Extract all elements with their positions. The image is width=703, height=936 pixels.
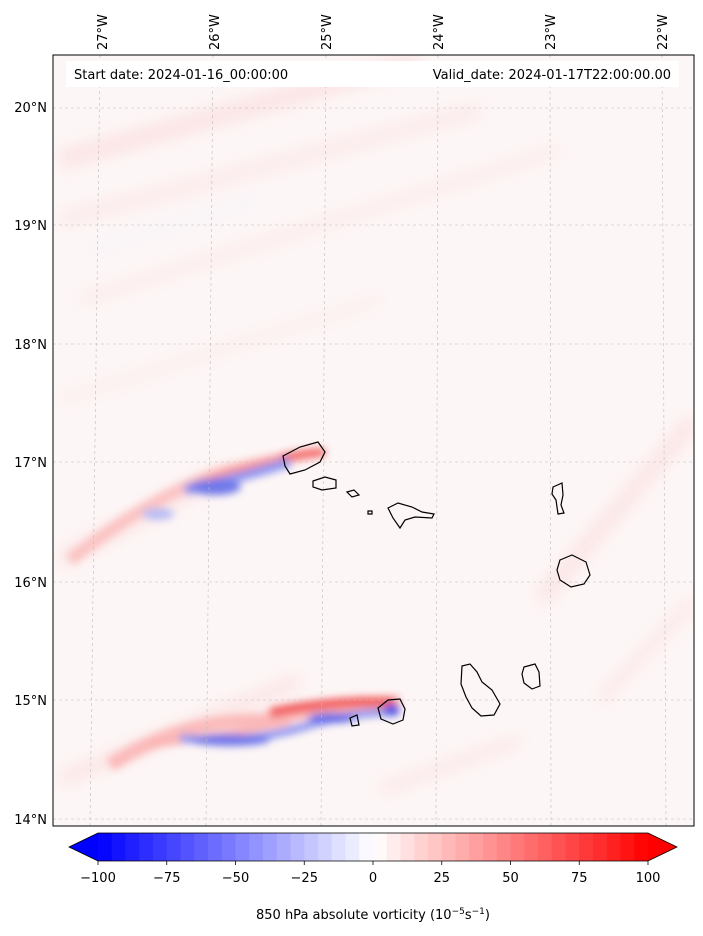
start-date-label: Start date: 2024-01-16_00:00:00	[74, 68, 288, 83]
lat-label: 16°N	[14, 576, 47, 591]
colorbar-segment	[263, 833, 278, 861]
colorbar-segment	[249, 833, 264, 861]
cbar-tick: 75	[571, 871, 588, 886]
colorbar-segment	[153, 833, 168, 861]
islet	[367, 510, 373, 515]
colorbar-segment	[579, 833, 594, 861]
cbar-tick: −25	[291, 871, 318, 886]
colorbar-extend-low	[69, 833, 98, 861]
lat-label: 14°N	[14, 813, 47, 828]
colorbar-label: 850 hPa absolute vorticity (10−5s−1)	[256, 907, 490, 923]
lat-label: 18°N	[14, 338, 47, 353]
colorbar-segment	[496, 833, 511, 861]
colorbar-tick-marks	[97, 861, 649, 865]
colorbar-segment	[166, 833, 181, 861]
colorbar-segment	[428, 833, 443, 861]
colorbar-segment	[98, 833, 113, 861]
colorbar-segment	[276, 833, 291, 861]
cbar-tick: 50	[502, 871, 519, 886]
lat-label: 15°N	[14, 694, 47, 709]
colorbar-segment	[538, 833, 553, 861]
colorbar-segment	[318, 833, 333, 861]
colorbar-segment	[524, 833, 539, 861]
lon-label: 27°W	[96, 14, 111, 50]
colorbar-segment	[304, 833, 319, 861]
cbar-tick: −100	[80, 871, 116, 886]
lon-label: 22°W	[656, 14, 671, 50]
colorbar-segment	[180, 833, 195, 861]
island-sao-nicolau	[387, 502, 435, 530]
colorbar-segment	[359, 833, 374, 861]
island-santo-antao	[282, 441, 326, 475]
island-sao-vicente	[312, 476, 337, 491]
colorbar-segment	[125, 833, 140, 861]
lon-label: 25°W	[320, 14, 335, 50]
island-maio	[521, 663, 541, 690]
colorbar-segment	[373, 833, 388, 861]
island-brava	[349, 714, 360, 727]
colorbar-segment	[510, 833, 525, 861]
colorbar-extend-high	[648, 833, 677, 861]
lon-label: 23°W	[544, 14, 559, 50]
latitude-labels: 20°N 19°N 18°N 17°N 16°N 15°N 14°N	[14, 101, 47, 828]
colorbar-segment	[620, 833, 635, 861]
colorbar-segment	[111, 833, 126, 861]
longitude-labels: 27°W 26°W 25°W 24°W 23°W 22°W	[96, 14, 671, 50]
colorbar-segment	[483, 833, 498, 861]
lat-label: 19°N	[14, 219, 47, 234]
info-box	[66, 61, 679, 87]
map-frame	[52, 54, 695, 827]
colorbar-segment	[634, 833, 649, 861]
vorticity-field	[53, 55, 694, 826]
lat-label: 17°N	[14, 456, 47, 471]
cbar-tick: 25	[433, 871, 450, 886]
colorbar-tick-labels: −100 −75 −50 −25 0 25 50 75 100	[80, 871, 660, 886]
colorbar-segment	[606, 833, 621, 861]
coastlines	[282, 441, 591, 727]
colorbar-segment	[194, 833, 209, 861]
colorbar-segment	[593, 833, 608, 861]
colorbar	[69, 833, 677, 861]
colorbar-segment	[441, 833, 456, 861]
island-santa-luzia	[345, 489, 361, 498]
colorbar-segment	[565, 833, 580, 861]
lon-label: 26°W	[208, 14, 223, 50]
colorbar-segment	[139, 833, 154, 861]
colorbar-segment	[208, 833, 223, 861]
colorbar-segment	[551, 833, 566, 861]
colorbar-segment	[386, 833, 401, 861]
cbar-tick: 0	[369, 871, 377, 886]
valid-date-label: Valid_date: 2024-01-17T22:00:00.00	[433, 68, 671, 83]
lon-label: 24°W	[432, 14, 447, 50]
lat-label: 20°N	[14, 101, 47, 116]
cbar-tick: 100	[636, 871, 661, 886]
colorbar-segment	[414, 833, 429, 861]
cbar-tick: −50	[222, 871, 249, 886]
colorbar-segment	[235, 833, 250, 861]
colorbar-segment	[221, 833, 236, 861]
colorbar-segment	[345, 833, 360, 861]
cbar-tick: −75	[153, 871, 180, 886]
island-santiago	[460, 663, 501, 717]
island-sal	[551, 482, 565, 515]
colorbar-segment	[290, 833, 305, 861]
colorbar-segment	[455, 833, 470, 861]
colorbar-segment	[400, 833, 415, 861]
colorbar-segment	[469, 833, 484, 861]
island-fogo	[377, 698, 406, 725]
colorbar-segment	[331, 833, 346, 861]
island-boa-vista	[556, 554, 591, 588]
graticule	[53, 55, 694, 826]
